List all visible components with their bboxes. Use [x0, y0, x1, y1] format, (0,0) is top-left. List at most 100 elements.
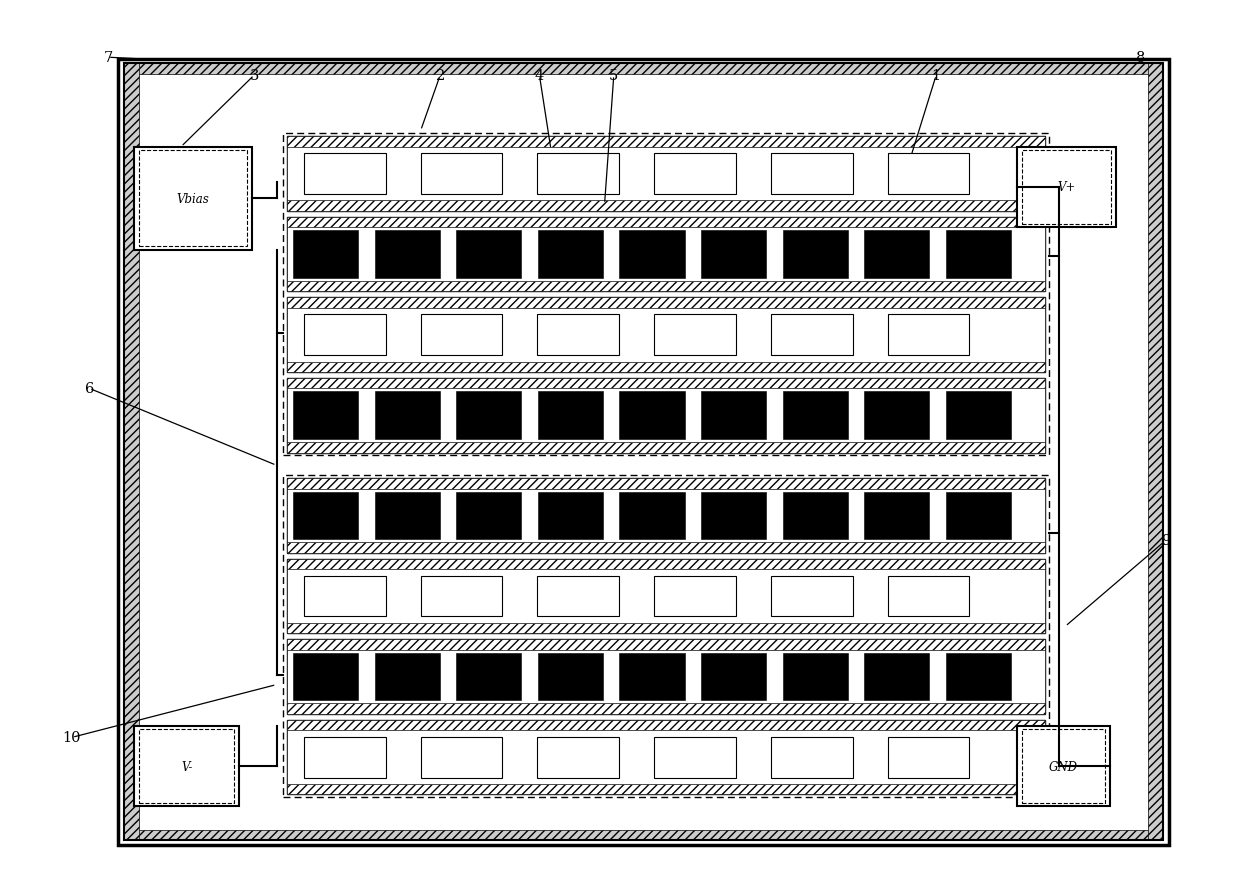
Bar	[286, 720, 1045, 795]
Bar	[124, 830, 1163, 840]
Bar	[134, 148, 252, 250]
Bar	[286, 559, 1045, 634]
Text: 1: 1	[931, 69, 941, 83]
Bar	[620, 392, 684, 439]
Bar	[1022, 151, 1111, 224]
Text: 4: 4	[534, 69, 544, 83]
Bar	[782, 493, 848, 539]
Bar	[537, 576, 619, 617]
Bar	[946, 654, 1011, 700]
Bar	[620, 493, 684, 539]
Bar	[655, 737, 735, 778]
Bar	[124, 64, 1163, 840]
Text: 6: 6	[84, 382, 94, 396]
Bar	[655, 576, 735, 617]
Bar	[286, 639, 1045, 650]
Bar	[538, 392, 603, 439]
Text: V+: V+	[1058, 181, 1075, 194]
Bar	[286, 784, 1045, 795]
Bar	[1017, 726, 1110, 806]
Text: Vbias: Vbias	[176, 192, 210, 206]
Bar	[304, 576, 386, 617]
Bar	[701, 493, 766, 539]
Text: 3: 3	[249, 69, 259, 83]
Bar	[286, 282, 1045, 292]
Bar	[286, 443, 1045, 453]
Bar	[286, 298, 1045, 308]
Bar	[771, 315, 853, 356]
Bar	[286, 543, 1045, 553]
Bar	[293, 654, 358, 700]
Bar	[782, 392, 848, 439]
Bar	[782, 654, 848, 700]
Bar	[286, 137, 1045, 212]
Text: 9: 9	[1161, 534, 1171, 548]
Text: 8: 8	[1136, 51, 1146, 65]
Bar	[538, 493, 603, 539]
Bar	[537, 315, 619, 356]
Bar	[888, 315, 970, 356]
Bar	[286, 362, 1045, 373]
Bar	[286, 704, 1045, 714]
Bar	[139, 75, 1148, 830]
Bar	[1017, 148, 1116, 228]
Bar	[293, 493, 358, 539]
Bar	[888, 154, 970, 195]
Bar	[374, 232, 440, 278]
Bar	[946, 392, 1011, 439]
Bar	[283, 134, 1049, 456]
Bar	[456, 392, 522, 439]
Bar	[286, 378, 1045, 453]
Bar	[124, 64, 1163, 75]
Bar	[286, 137, 1045, 148]
Bar	[286, 650, 1045, 704]
Bar	[134, 726, 239, 806]
Bar	[286, 623, 1045, 634]
Text: V-: V-	[181, 760, 192, 772]
Bar	[124, 64, 139, 840]
Bar	[1148, 64, 1163, 840]
Bar	[701, 392, 766, 439]
Bar	[537, 154, 619, 195]
Bar	[286, 389, 1045, 443]
Bar	[286, 378, 1045, 389]
Bar	[286, 720, 1045, 730]
Bar	[118, 60, 1169, 845]
Bar	[283, 476, 1049, 797]
Bar	[139, 151, 247, 247]
Bar	[537, 737, 619, 778]
Bar	[286, 639, 1045, 714]
Bar	[538, 654, 603, 700]
Bar	[286, 228, 1045, 282]
Bar	[946, 232, 1011, 278]
Bar	[286, 148, 1045, 201]
Text: 2: 2	[435, 69, 445, 83]
Bar	[946, 493, 1011, 539]
Bar	[420, 315, 502, 356]
Bar	[620, 232, 684, 278]
Bar	[293, 392, 358, 439]
Bar	[286, 308, 1045, 362]
Bar	[1022, 730, 1105, 803]
Bar	[286, 217, 1045, 228]
Bar	[420, 154, 502, 195]
Bar	[456, 493, 522, 539]
Bar	[420, 737, 502, 778]
Text: 7: 7	[103, 51, 113, 65]
Bar	[304, 737, 386, 778]
Bar	[771, 576, 853, 617]
Bar	[771, 737, 853, 778]
Bar	[701, 654, 766, 700]
Bar	[286, 478, 1045, 489]
Bar	[655, 154, 735, 195]
Bar	[655, 315, 735, 356]
Bar	[286, 559, 1045, 569]
Bar	[304, 315, 386, 356]
Bar	[420, 576, 502, 617]
Text: 10: 10	[63, 730, 81, 745]
Bar	[864, 493, 929, 539]
Text: 5: 5	[609, 69, 619, 83]
Bar	[701, 232, 766, 278]
Bar	[286, 298, 1045, 373]
Bar	[456, 654, 522, 700]
